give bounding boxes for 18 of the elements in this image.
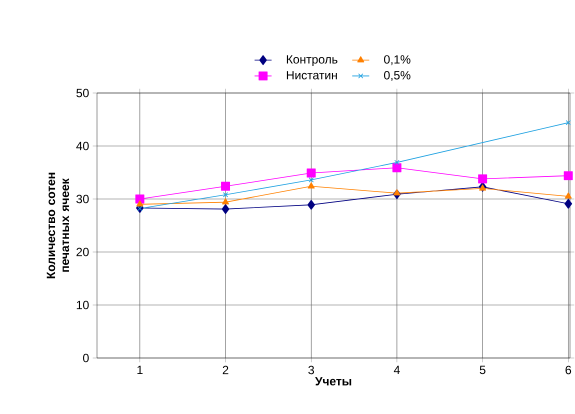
legend-label: Контроль bbox=[286, 55, 338, 66]
x-tick-label: 4 bbox=[394, 366, 400, 374]
legend-label: 0,5% bbox=[384, 71, 410, 81]
y-tick-label: 0 bbox=[83, 354, 89, 362]
x-tick-label: 6 bbox=[566, 366, 572, 374]
legend-label: 0,1% bbox=[384, 55, 410, 66]
y-tick-label: 50 bbox=[76, 88, 89, 98]
x-tick-label: 5 bbox=[480, 366, 486, 374]
y-tick-label: 30 bbox=[76, 194, 89, 204]
legend-label: Нистатин bbox=[286, 71, 337, 80]
x-tick-label: 3 bbox=[308, 366, 314, 374]
y-tick-label: 40 bbox=[76, 142, 89, 150]
x-axis-title: Учеты bbox=[315, 377, 352, 386]
y-tick-label: 10 bbox=[76, 300, 89, 310]
x-tick-label: 1 bbox=[137, 366, 143, 374]
y-axis-title: Количество сотен печатных ячеек bbox=[46, 172, 70, 278]
y-tick-label: 20 bbox=[76, 248, 89, 256]
x-tick-label: 2 bbox=[222, 366, 228, 374]
